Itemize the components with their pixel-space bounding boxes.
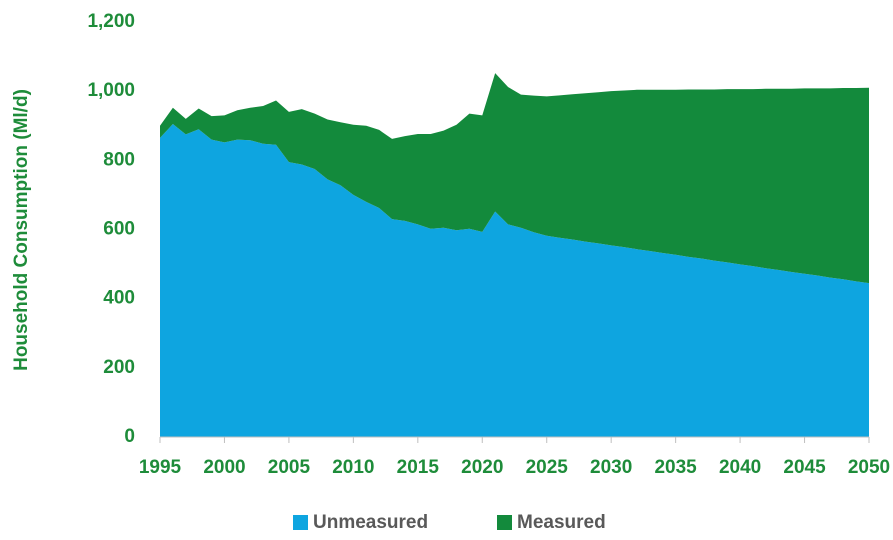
x-tick-label: 2015 — [397, 457, 440, 478]
x-tick-label: 2045 — [783, 457, 826, 478]
x-tick-label: 2030 — [590, 457, 632, 478]
x-tick-label: 2035 — [654, 457, 697, 478]
x-tick-label: 2020 — [461, 457, 503, 478]
legend-label: Unmeasured — [313, 512, 428, 533]
y-axis-label: Household Consumption (Ml/d) — [11, 89, 32, 371]
x-tick-label: 2050 — [848, 457, 890, 478]
x-tick-label: 2025 — [526, 457, 569, 478]
area — [160, 73, 869, 284]
y-tick-label: 400 — [103, 288, 135, 309]
legend-swatch — [497, 515, 512, 530]
y-tick-label: 1,200 — [87, 11, 135, 32]
y-tick-label: 800 — [103, 149, 135, 170]
legend-swatch — [293, 515, 308, 530]
y-tick-label: 1,000 — [87, 80, 135, 101]
x-tick-label: 2040 — [719, 457, 761, 478]
x-tick-label: 2010 — [332, 457, 374, 478]
y-tick-label: 600 — [103, 219, 135, 240]
x-tick-label: 2000 — [203, 457, 245, 478]
x-tick-label: 1995 — [139, 457, 182, 478]
x-tick-label: 2005 — [268, 457, 311, 478]
legend-label: Measured — [517, 512, 606, 533]
area — [160, 124, 869, 437]
y-tick-label: 0 — [124, 426, 135, 447]
y-tick-label: 200 — [103, 357, 135, 378]
